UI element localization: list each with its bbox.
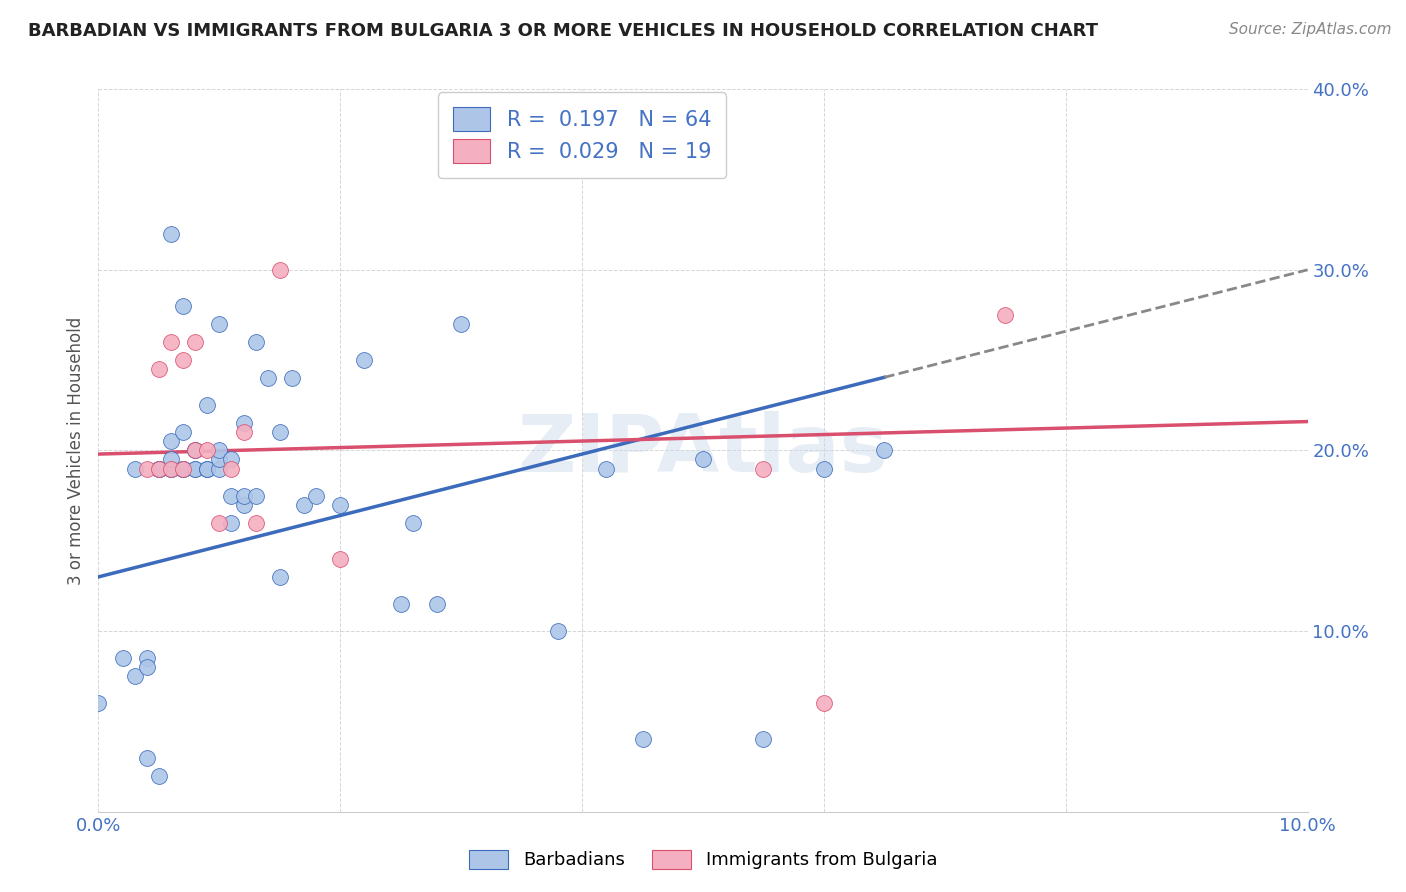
Point <box>172 461 194 475</box>
Point <box>160 461 183 475</box>
Point <box>111 651 134 665</box>
Point <box>389 597 412 611</box>
Point <box>148 769 170 783</box>
Point <box>135 651 157 665</box>
Point <box>256 371 278 385</box>
Point <box>184 461 207 475</box>
Point <box>195 461 218 475</box>
Point <box>195 461 218 475</box>
Point <box>148 461 170 475</box>
Point <box>172 299 194 313</box>
Point <box>160 461 183 475</box>
Point <box>208 317 231 331</box>
Point <box>269 425 291 440</box>
Point <box>195 443 218 458</box>
Point <box>450 317 472 331</box>
Point <box>221 516 243 530</box>
Point <box>208 452 231 467</box>
Point <box>160 434 183 449</box>
Point <box>547 624 569 639</box>
Point <box>172 461 194 475</box>
Point <box>221 461 243 475</box>
Point <box>232 425 254 440</box>
Point <box>87 697 110 711</box>
Point <box>510 128 533 142</box>
Legend: Barbadians, Immigrants from Bulgaria: Barbadians, Immigrants from Bulgaria <box>460 840 946 879</box>
Point <box>184 461 207 475</box>
Point <box>994 308 1017 322</box>
Point <box>135 461 157 475</box>
Point <box>160 334 183 349</box>
Point <box>595 461 617 475</box>
Y-axis label: 3 or more Vehicles in Household: 3 or more Vehicles in Household <box>66 317 84 584</box>
Point <box>124 669 146 683</box>
Point <box>245 516 267 530</box>
Point <box>281 371 304 385</box>
Text: ZIPAtlas: ZIPAtlas <box>517 411 889 490</box>
Point <box>813 697 835 711</box>
Point <box>221 452 243 467</box>
Point <box>195 461 218 475</box>
Point <box>184 443 207 458</box>
Point <box>160 227 183 241</box>
Point <box>148 461 170 475</box>
Point <box>184 443 207 458</box>
Point <box>135 750 157 764</box>
Point <box>172 461 194 475</box>
Point <box>305 489 328 503</box>
Point <box>195 398 218 412</box>
Point <box>172 353 194 368</box>
Point <box>353 353 375 368</box>
Point <box>269 263 291 277</box>
Point <box>631 732 654 747</box>
Point <box>232 498 254 512</box>
Point <box>160 461 183 475</box>
Point <box>329 551 352 566</box>
Point <box>172 461 194 475</box>
Point <box>402 516 425 530</box>
Point <box>148 362 170 376</box>
Point <box>172 461 194 475</box>
Point <box>135 660 157 674</box>
Point <box>232 489 254 503</box>
Point <box>148 461 170 475</box>
Point <box>813 461 835 475</box>
Point <box>269 570 291 584</box>
Point <box>124 461 146 475</box>
Point <box>208 443 231 458</box>
Point <box>208 516 231 530</box>
Point <box>426 597 449 611</box>
Legend: R =  0.197   N = 64, R =  0.029   N = 19: R = 0.197 N = 64, R = 0.029 N = 19 <box>439 93 725 178</box>
Point <box>245 489 267 503</box>
Point <box>160 452 183 467</box>
Point <box>160 461 183 475</box>
Point <box>184 334 207 349</box>
Point <box>148 461 170 475</box>
Text: Source: ZipAtlas.com: Source: ZipAtlas.com <box>1229 22 1392 37</box>
Point <box>873 443 896 458</box>
Point <box>221 489 243 503</box>
Point <box>245 334 267 349</box>
Point <box>752 461 775 475</box>
Point <box>184 443 207 458</box>
Point <box>232 417 254 431</box>
Point <box>692 452 714 467</box>
Point <box>292 498 315 512</box>
Point <box>752 732 775 747</box>
Text: BARBADIAN VS IMMIGRANTS FROM BULGARIA 3 OR MORE VEHICLES IN HOUSEHOLD CORRELATIO: BARBADIAN VS IMMIGRANTS FROM BULGARIA 3 … <box>28 22 1098 40</box>
Point <box>329 498 352 512</box>
Point <box>172 425 194 440</box>
Point <box>148 461 170 475</box>
Point <box>208 461 231 475</box>
